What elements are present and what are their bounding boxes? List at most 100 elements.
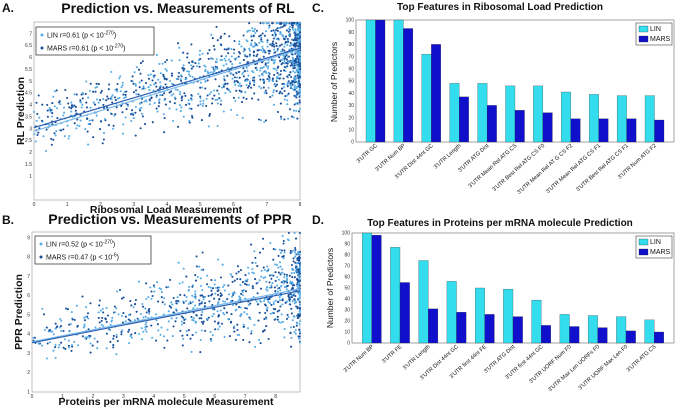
panel-b-title: Prediction vs. Measurements of PPR [48, 211, 292, 227]
scatter-point [122, 312, 125, 315]
scatter-point [283, 65, 286, 69]
scatter-point [155, 319, 158, 322]
scatter-point [279, 73, 282, 76]
scatter-point [283, 280, 286, 283]
scatter-point [110, 98, 113, 101]
scatter-point [155, 107, 158, 110]
plot-b-trend-lines [31, 288, 301, 344]
scatter-point [264, 70, 267, 73]
scatter-point [45, 357, 48, 360]
scatter-point [134, 332, 137, 335]
scatter-point [279, 30, 282, 33]
panel-a-ylabel: RL Prediction [15, 77, 27, 145]
scatter-point [103, 117, 106, 121]
scatter-point [66, 308, 70, 311]
y-tick-label: 1.5 [25, 162, 32, 168]
scatter-point [270, 29, 273, 32]
scatter-point [115, 307, 118, 310]
scatter-point [69, 322, 72, 326]
scatter-point [64, 347, 67, 350]
scatter-point [91, 344, 94, 347]
scatter-point [267, 298, 270, 301]
scatter-point [148, 89, 151, 92]
scatter-point [242, 96, 245, 99]
scatter-point [167, 320, 170, 323]
scatter-point [211, 315, 214, 318]
scatter-point [150, 324, 153, 327]
scatter-point [95, 114, 98, 117]
scatter-point [176, 296, 179, 299]
scatter-point [298, 63, 301, 66]
scatter-point [277, 271, 280, 274]
scatter-point [296, 261, 299, 264]
scatter-point [156, 281, 159, 284]
scatter-point [169, 278, 172, 281]
scatter-point [256, 53, 259, 56]
scatter-point [298, 250, 302, 253]
scatter-point [293, 64, 296, 67]
scatter-point [135, 66, 138, 69]
category-label: 3'UTR Length [402, 344, 432, 371]
scatter-point [267, 268, 270, 271]
scatter-point [63, 135, 66, 138]
scatter-point [287, 92, 290, 95]
scatter-point [294, 237, 298, 240]
scatter-point [98, 299, 101, 302]
scatter-point [294, 58, 297, 61]
scatter-point [220, 44, 223, 47]
scatter-point [281, 25, 284, 28]
plot-b-legend: LIN r=0.52 (p < 10-270) MARS r=0.47 (p <… [34, 235, 152, 265]
scatter-point [100, 89, 103, 92]
scatter-point [255, 43, 258, 46]
scatter-point [46, 115, 49, 118]
scatter-point [262, 66, 265, 69]
y-tick-label: 5.5 [25, 67, 32, 73]
scatter-point [298, 253, 301, 256]
scatter-point [73, 122, 76, 125]
scatter-point [62, 106, 66, 109]
scatter-point [287, 34, 290, 37]
scatter-point [219, 309, 222, 312]
bar-mars [456, 312, 467, 344]
plot-a-legend-mars-marker [40, 46, 44, 50]
scatter-point [86, 117, 89, 120]
scatter-point [49, 110, 52, 113]
scatter-point [244, 274, 247, 277]
scatter-point [213, 89, 216, 92]
bar-mars [541, 325, 551, 344]
scatter-point [252, 59, 255, 62]
scatter-point [287, 293, 290, 296]
scatter-point [223, 32, 226, 35]
scatter-point [60, 319, 63, 322]
scatter-point [266, 45, 269, 48]
scatter-point [292, 70, 295, 73]
scatter-point [168, 305, 171, 308]
scatter-point [294, 332, 297, 335]
scatter-point [296, 253, 299, 256]
scatter-point [283, 49, 286, 52]
scatter-point [273, 73, 276, 76]
scatter-point [273, 31, 277, 34]
scatter-point [297, 335, 300, 338]
scatter-point [44, 149, 48, 153]
scatter-point [259, 69, 262, 72]
scatter-point [262, 22, 265, 25]
scatter-point [247, 283, 251, 287]
scatter-point [200, 320, 203, 324]
scatter-point [286, 103, 289, 106]
scatter-point [292, 315, 295, 318]
scatter-point [188, 107, 191, 110]
scatter-point [289, 249, 292, 252]
panel-c-letter: C. [312, 1, 324, 15]
scatter-point [226, 298, 229, 301]
scatter-point [163, 131, 166, 134]
scatter-point [296, 258, 299, 262]
scatter-point [190, 67, 193, 70]
scatter-point [237, 306, 241, 309]
scatter-point [186, 334, 189, 337]
scatter-point [179, 104, 182, 107]
scatter-point [242, 67, 245, 70]
scatter-point [134, 298, 137, 302]
scatter-point [209, 71, 212, 74]
scatter-point [248, 80, 251, 83]
